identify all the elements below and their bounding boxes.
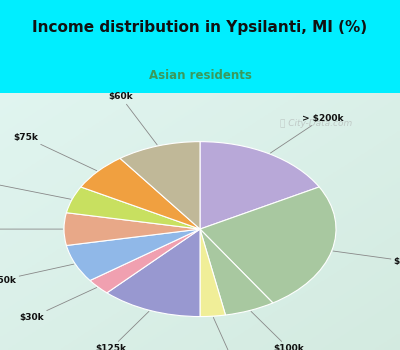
Wedge shape: [200, 187, 336, 303]
Text: Asian residents: Asian residents: [148, 69, 252, 82]
Text: $10k: $10k: [0, 225, 63, 233]
Text: $100k: $100k: [251, 312, 304, 350]
Wedge shape: [120, 142, 200, 229]
Text: $125k: $125k: [95, 312, 149, 350]
Text: $75k: $75k: [0, 177, 71, 199]
Wedge shape: [200, 229, 273, 315]
Wedge shape: [200, 229, 226, 316]
Wedge shape: [66, 229, 200, 280]
Text: $150k: $150k: [0, 264, 74, 285]
Text: ⓘ City-Data.com: ⓘ City-Data.com: [280, 119, 352, 128]
Wedge shape: [107, 229, 200, 316]
Wedge shape: [90, 229, 200, 293]
Text: $60k: $60k: [109, 92, 157, 145]
Text: $40k: $40k: [213, 317, 244, 350]
Text: > $200k: > $200k: [270, 114, 343, 153]
Wedge shape: [81, 158, 200, 229]
Text: $30k: $30k: [19, 287, 97, 322]
Text: $75k: $75k: [13, 133, 97, 171]
Wedge shape: [64, 213, 200, 245]
Wedge shape: [200, 142, 319, 229]
Wedge shape: [66, 187, 200, 229]
Text: Income distribution in Ypsilanti, MI (%): Income distribution in Ypsilanti, MI (%): [32, 20, 368, 35]
Text: $20k: $20k: [333, 251, 400, 266]
